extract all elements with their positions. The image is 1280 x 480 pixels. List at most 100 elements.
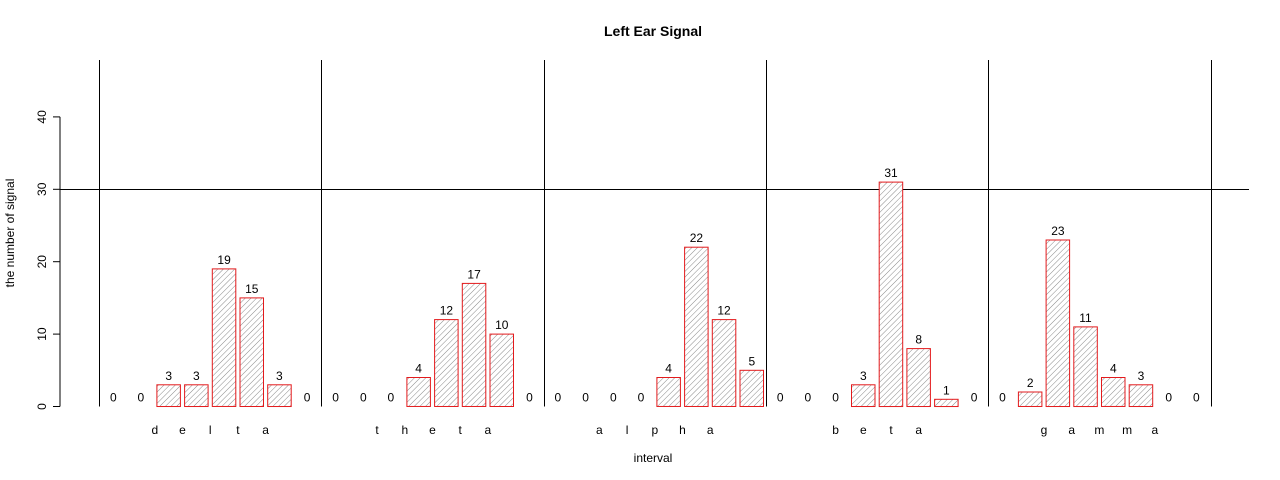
category-letter-beta: b bbox=[832, 423, 839, 437]
bar-theta-5 bbox=[461, 282, 487, 407]
data-label: 0 bbox=[332, 391, 339, 405]
data-label: 17 bbox=[467, 267, 481, 281]
data-label: 12 bbox=[440, 304, 454, 318]
y-axis-label: the number of signal bbox=[3, 179, 17, 288]
bar-delta-5 bbox=[239, 297, 264, 407]
data-label: 0 bbox=[388, 391, 395, 405]
data-label: 23 bbox=[1051, 224, 1065, 238]
bar-alpha-4 bbox=[656, 377, 681, 407]
bar-delta-3 bbox=[184, 384, 209, 408]
data-label: 8 bbox=[915, 333, 922, 347]
data-label: 19 bbox=[217, 253, 231, 267]
category-letter-gamma: g bbox=[1041, 423, 1048, 437]
bar-delta-2 bbox=[156, 384, 181, 408]
y-tick-label: 0 bbox=[35, 403, 49, 410]
category-letter-delta: d bbox=[151, 423, 158, 437]
data-label: 12 bbox=[717, 304, 731, 318]
bar-gamma-5 bbox=[1128, 384, 1154, 408]
category-letter-theta: h bbox=[401, 423, 408, 437]
data-label: 0 bbox=[832, 391, 839, 405]
category-letter-gamma: a bbox=[1068, 423, 1075, 437]
data-label: 0 bbox=[360, 391, 367, 405]
category-letter-gamma: a bbox=[1151, 423, 1158, 437]
bars-layer bbox=[156, 181, 1154, 408]
data-label: 11 bbox=[1079, 311, 1092, 325]
data-label: 10 bbox=[495, 318, 509, 332]
category-letter-alpha: a bbox=[707, 423, 714, 437]
bar-theta-4 bbox=[434, 319, 459, 407]
data-label: 3 bbox=[193, 369, 200, 383]
data-label: 3 bbox=[860, 369, 867, 383]
category-letter-alpha: p bbox=[651, 423, 658, 437]
chart-title: Left Ear Signal bbox=[604, 23, 702, 39]
data-label: 0 bbox=[526, 391, 533, 405]
data-label: 5 bbox=[748, 354, 755, 368]
category-letter-theta: e bbox=[429, 423, 436, 437]
bar-theta-3 bbox=[406, 377, 431, 407]
y-tick-label: 30 bbox=[35, 182, 49, 196]
bar-alpha-6 bbox=[711, 319, 737, 407]
data-label: 0 bbox=[971, 391, 978, 405]
y-tick-label: 10 bbox=[35, 327, 49, 341]
data-label: 1 bbox=[943, 383, 950, 397]
category-letter-theta: t bbox=[459, 423, 463, 437]
data-label: 2 bbox=[1027, 376, 1034, 390]
data-label: 0 bbox=[138, 391, 145, 405]
data-label: 0 bbox=[999, 391, 1006, 405]
category-letter-gamma: m bbox=[1094, 423, 1104, 437]
bar-gamma-4 bbox=[1101, 377, 1126, 407]
bar-beta-6 bbox=[934, 398, 959, 408]
data-label: 0 bbox=[777, 391, 784, 405]
y-tick-label: 40 bbox=[35, 110, 49, 124]
bar-gamma-1 bbox=[1017, 391, 1043, 407]
category-letter-alpha: a bbox=[596, 423, 603, 437]
data-label: 3 bbox=[165, 369, 172, 383]
data-label: 4 bbox=[415, 362, 422, 376]
bar-alpha-5 bbox=[684, 246, 709, 407]
data-label: 0 bbox=[555, 391, 562, 405]
category-letter-delta: l bbox=[209, 423, 212, 437]
data-label: 0 bbox=[805, 391, 812, 405]
bar-gamma-2 bbox=[1045, 239, 1071, 408]
data-label: 0 bbox=[638, 391, 645, 405]
bar-theta-6 bbox=[489, 333, 514, 408]
data-label: 0 bbox=[610, 391, 617, 405]
bar-gamma-3 bbox=[1073, 326, 1098, 408]
data-label: 0 bbox=[110, 391, 117, 405]
y-tick-label: 20 bbox=[35, 255, 49, 269]
category-letter-theta: a bbox=[485, 423, 492, 437]
data-label: 3 bbox=[276, 369, 283, 383]
category-letter-delta: t bbox=[236, 423, 240, 437]
data-label: 3 bbox=[1138, 369, 1145, 383]
bar-beta-5 bbox=[906, 348, 931, 408]
bar-delta-6 bbox=[267, 384, 292, 408]
data-label: 22 bbox=[690, 231, 704, 245]
category-letter-delta: e bbox=[179, 423, 186, 437]
data-label: 0 bbox=[582, 391, 589, 405]
bar-beta-3 bbox=[851, 384, 876, 408]
x-axis-label: interval bbox=[634, 451, 673, 465]
data-label: 4 bbox=[1110, 362, 1117, 376]
data-label: 31 bbox=[884, 166, 898, 180]
y-axis: 0 10 20 30 40 bbox=[35, 110, 61, 410]
data-label: 15 bbox=[245, 282, 259, 296]
data-label: 0 bbox=[1165, 391, 1172, 405]
panel-lines bbox=[60, 60, 1249, 407]
data-label: 0 bbox=[304, 391, 311, 405]
bar-alpha-7 bbox=[739, 369, 764, 407]
data-label: 0 bbox=[1193, 391, 1200, 405]
category-letter-theta: t bbox=[375, 423, 379, 437]
category-letter-beta: a bbox=[915, 423, 922, 437]
category-letter-gamma: m bbox=[1122, 423, 1132, 437]
category-letter-alpha: h bbox=[679, 423, 686, 437]
category-letter-beta: t bbox=[889, 423, 893, 437]
data-label: 4 bbox=[665, 362, 672, 376]
category-letter-alpha: l bbox=[626, 423, 629, 437]
bar-beta-4 bbox=[878, 181, 904, 408]
category-letter-beta: e bbox=[860, 423, 867, 437]
bar-delta-4 bbox=[211, 268, 237, 407]
category-letter-delta: a bbox=[262, 423, 269, 437]
